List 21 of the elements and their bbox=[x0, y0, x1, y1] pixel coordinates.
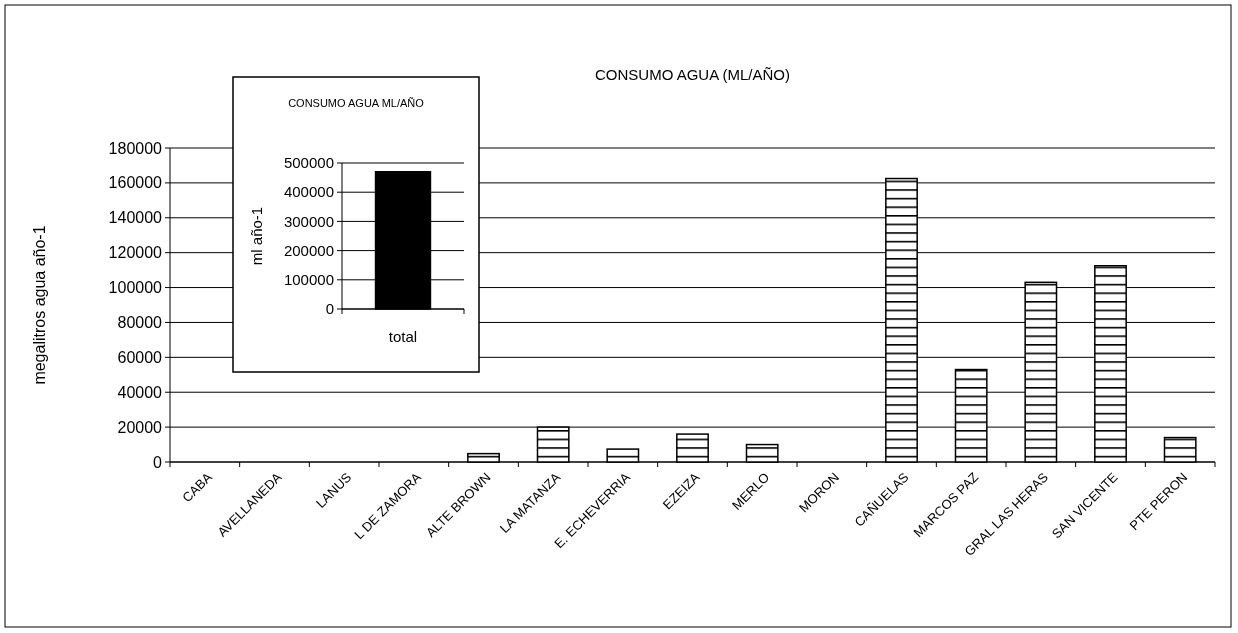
y-tick-label: 0 bbox=[325, 300, 334, 318]
y-tick-label: 20000 bbox=[117, 418, 163, 436]
y-tick-label: 40000 bbox=[117, 383, 163, 401]
y-tick-label: 160000 bbox=[108, 174, 163, 192]
chart-title: CONSUMO AGUA (ML/AÑO) bbox=[594, 66, 791, 83]
y-tick-label: 300000 bbox=[283, 212, 334, 230]
y-tick-label: 120000 bbox=[108, 244, 163, 262]
y-tick-label: 140000 bbox=[108, 209, 163, 227]
y-tick-label: 60000 bbox=[117, 348, 163, 366]
y-tick-label: 100000 bbox=[108, 279, 163, 297]
y-tick-label: 400000 bbox=[283, 183, 334, 201]
y-tick-label: 0 bbox=[153, 453, 163, 471]
chart-title: CONSUMO AGUA ML/AÑO bbox=[288, 97, 425, 109]
y-axis-title: ml año-1 bbox=[248, 206, 265, 266]
y-tick-label: 100000 bbox=[283, 271, 334, 289]
y-tick-label: 200000 bbox=[283, 241, 334, 259]
y-tick-label: 80000 bbox=[117, 314, 163, 332]
y-axis-title: megalitros agua año-1 bbox=[31, 225, 48, 385]
x-tick-label: total bbox=[388, 328, 418, 345]
y-tick-label: 180000 bbox=[108, 139, 163, 157]
y-tick-label: 500000 bbox=[283, 154, 334, 172]
